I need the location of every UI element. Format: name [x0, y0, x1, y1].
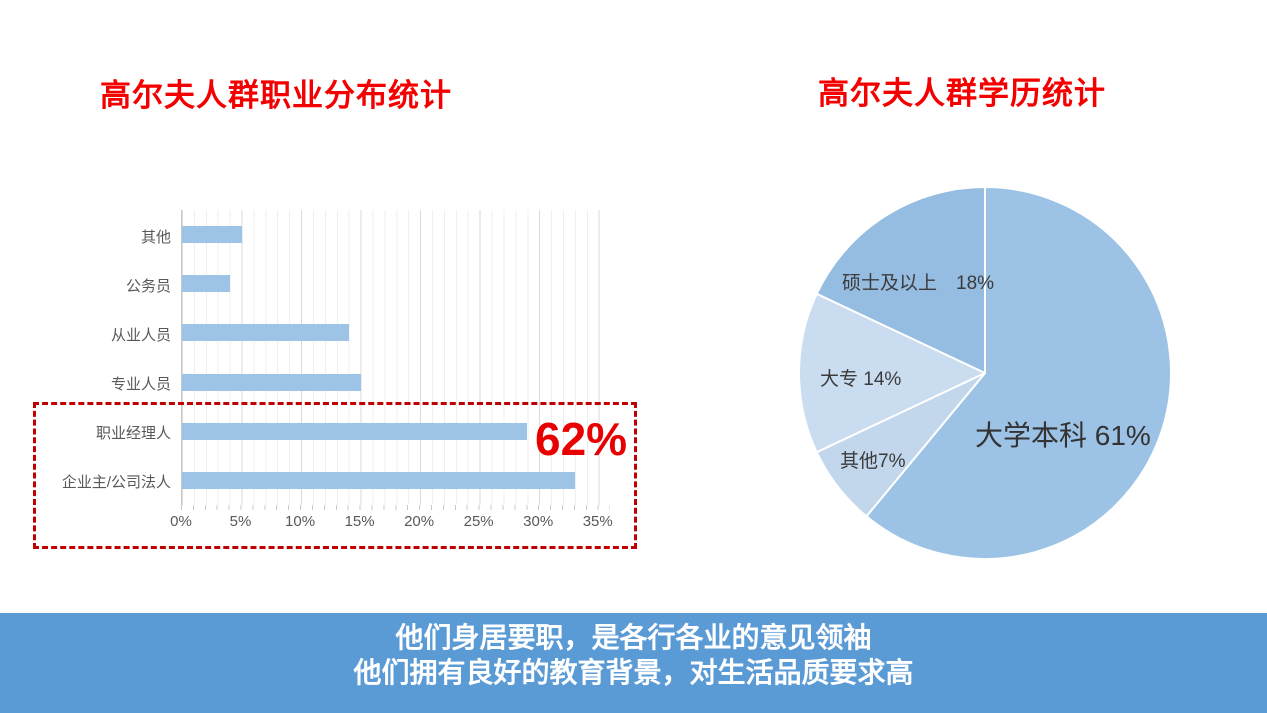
x-axis-ticks: [181, 505, 610, 510]
bar-category-label: 专业人员: [110, 376, 171, 394]
bar-category-label: 从业人员: [110, 326, 171, 344]
pie-label-college: 大专 14%: [820, 369, 902, 390]
x-tick-label: 20%: [404, 513, 435, 530]
bar-category-label: 职业经理人: [95, 425, 171, 443]
bar-plot-area: [181, 210, 610, 505]
occupation-bar-chart: 其他公务员从业人员专业人员职业经理人企业主/公司法人 0% 5% 10% 15% 20%…: [33, 200, 658, 565]
x-tick-label: 10%: [285, 513, 316, 530]
bar-category-label: 公务员: [125, 277, 171, 295]
banner-line-2: 他们拥有良好的教育背景，对生活品质要求高: [353, 657, 914, 688]
x-tick-label: 25%: [463, 513, 494, 530]
bar: [182, 226, 242, 244]
pie-slice-大专: [798, 292, 986, 454]
pie-slice-硕士及以上: [815, 186, 986, 374]
bar: [182, 373, 361, 391]
bar: [182, 422, 528, 440]
pie-label-other: 其他7%: [840, 451, 906, 472]
pie-chart-title: 高尔夫人群学历统计: [818, 76, 1106, 111]
bar-chart-title: 高尔夫人群职业分布统计: [100, 78, 452, 113]
x-tick-label: 0%: [170, 513, 192, 530]
bar: [182, 471, 575, 489]
bar: [182, 275, 230, 293]
bar-category-label: 企业主/公司法人: [61, 474, 171, 492]
bar: [182, 324, 349, 342]
pie-label-masters: 硕士及以上 18%: [842, 273, 995, 294]
sum-annotation: 62%: [535, 413, 628, 465]
bar-category-label: 其他: [140, 228, 171, 246]
pie-svg: [798, 186, 1172, 560]
pie-label-bachelor: 大学本科 61%: [975, 420, 1151, 451]
banner-line-1: 他们身居要职，是各行各业的意见领袖: [395, 622, 872, 653]
pie-slice-大学本科: [865, 186, 1172, 560]
x-tick-label: 15%: [344, 513, 375, 530]
x-tick-label: 30%: [523, 513, 554, 530]
x-tick-label: 35%: [582, 513, 613, 530]
bottom-banner: 他们身居要职，是各行各业的意见领袖 他们拥有良好的教育背景，对生活品质要求高: [0, 613, 1267, 713]
x-tick-label: 5%: [229, 513, 252, 530]
highlight-dashed-box: [33, 402, 637, 549]
education-pie-chart: 硕士及以上 18% 大专 14% 其他7% 大学本科 61%: [770, 172, 1210, 592]
